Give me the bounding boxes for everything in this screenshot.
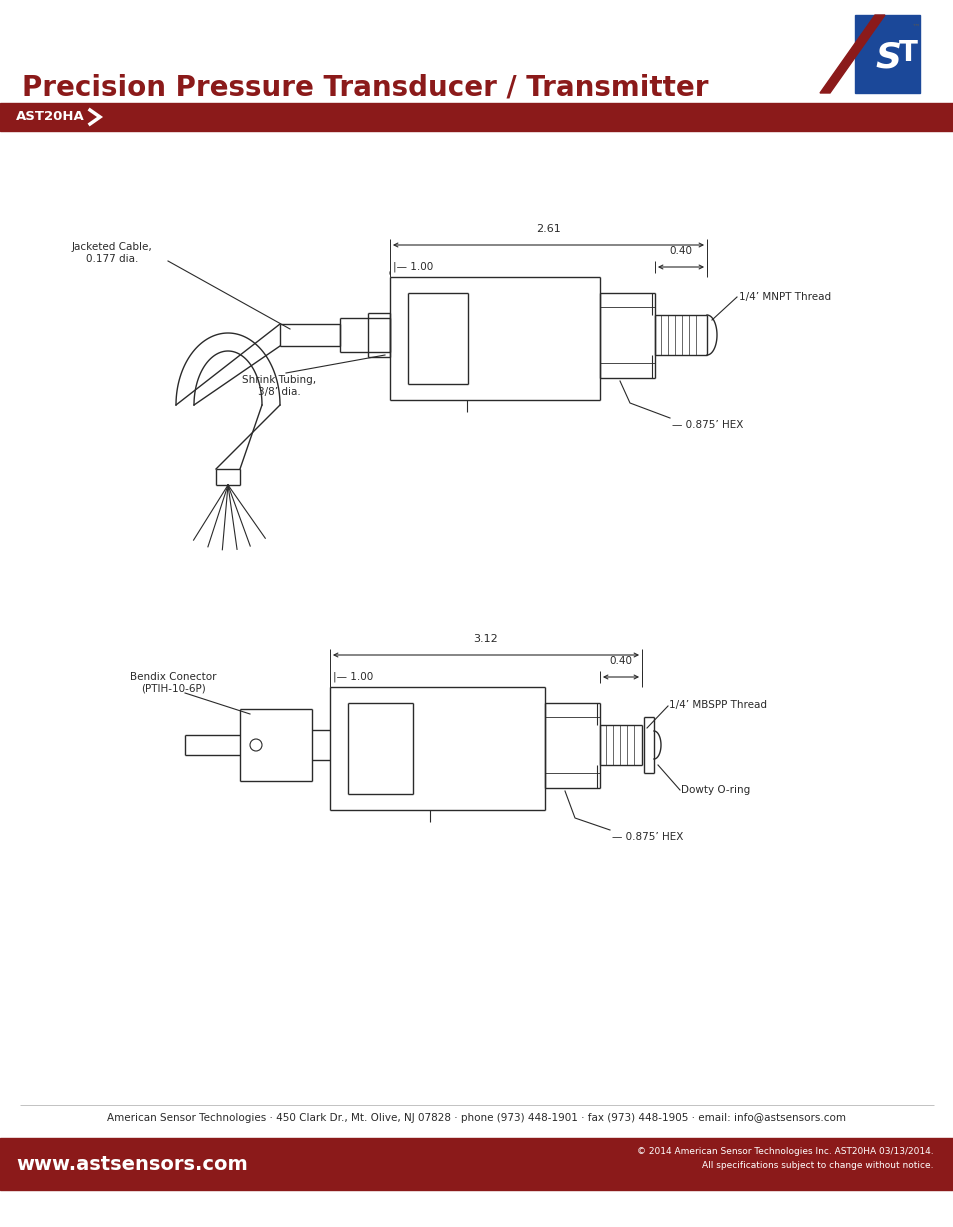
Text: 0.40: 0.40 [669,245,692,256]
Text: Dowty O-ring: Dowty O-ring [680,785,749,795]
Text: 0.40: 0.40 [609,656,632,666]
Bar [0,0,953,130]
Text: Shrink Tubing,
3/8’ dia.: Shrink Tubing, 3/8’ dia. [242,375,315,396]
Text: — 0.875’ HEX: — 0.875’ HEX [612,832,682,842]
Text: T: T [898,39,917,67]
Bar [0,1137,953,1190]
Text: AST20HA: AST20HA [16,110,85,124]
Text: ™: ™ [911,23,919,32]
Text: 2.61: 2.61 [536,225,560,234]
Text: Precision Pressure Transducer / Transmitter: Precision Pressure Transducer / Transmit… [22,74,708,102]
Text: © 2014 American Sensor Technologies Inc. AST20HA 03/13/2014.: © 2014 American Sensor Technologies Inc.… [637,1147,933,1157]
Text: American Sensor Technologies · 450 Clark Dr., Mt. Olive, NJ 07828 · phone (973) : American Sensor Technologies · 450 Clark… [108,1113,845,1123]
Bar [0,103,953,131]
Text: |— 1.00: |— 1.00 [393,261,433,272]
Text: |— 1.00: |— 1.00 [333,671,373,682]
Text: 3.12: 3.12 [473,634,497,644]
Text: Bendix Conector
(PTIH-10-6P): Bendix Conector (PTIH-10-6P) [130,672,216,693]
Bar [854,15,919,93]
Text: Jacketed Cable,
0.177 dia.: Jacketed Cable, 0.177 dia. [71,242,152,264]
Text: — 0.875’ HEX: — 0.875’ HEX [671,420,742,429]
Text: 1/4’ MNPT Thread: 1/4’ MNPT Thread [739,292,830,302]
Polygon shape [820,15,884,93]
Text: S: S [874,40,900,74]
Text: www.astsensors.com: www.astsensors.com [16,1155,248,1173]
Text: All specifications subject to change without notice.: All specifications subject to change wit… [701,1162,933,1171]
Text: 1/4’ MBSPP Thread: 1/4’ MBSPP Thread [668,699,766,710]
